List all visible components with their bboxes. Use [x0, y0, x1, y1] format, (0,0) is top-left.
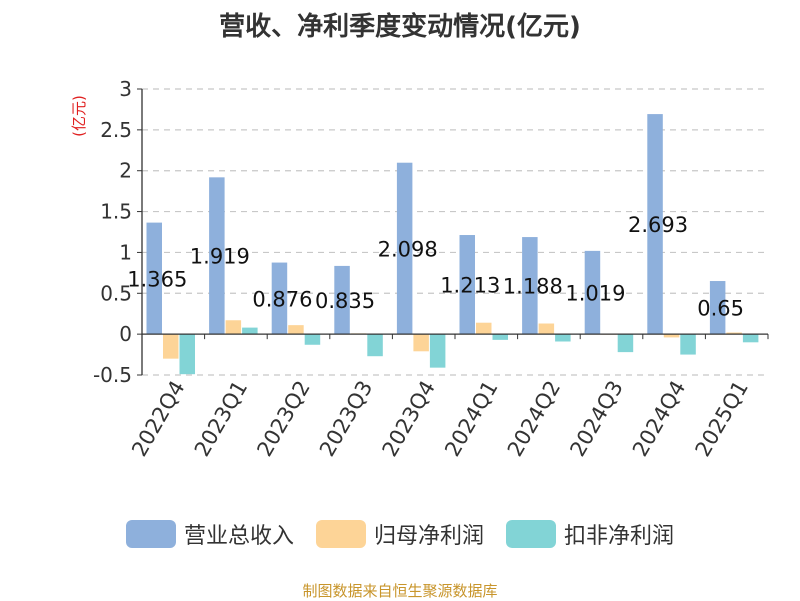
bar-2023Q3-series-2	[367, 334, 383, 357]
bar-2023Q2-series-1	[288, 325, 304, 335]
y-tick-label: -0.5	[93, 363, 132, 387]
x-tick-label: 2024Q3	[565, 377, 627, 461]
x-tick-label: 2025Q1	[691, 377, 753, 461]
bar-2024Q1-series-2	[492, 334, 508, 340]
legend-item-net-profit[interactable]: 归母净利润	[315, 518, 484, 550]
bar-2025Q1-series-1	[726, 332, 742, 335]
legend-label-non-gaap-profit: 扣非净利润	[564, 524, 675, 549]
x-tick-label: 2023Q1	[190, 377, 252, 461]
data-label-revenue: 1.213	[440, 274, 500, 298]
y-tick-label: 2	[119, 159, 132, 183]
x-tick-label: 2023Q3	[315, 377, 377, 461]
bar-2025Q1-series-2	[742, 334, 759, 343]
bar-2024Q1-series-0	[459, 235, 475, 335]
bar-2023Q1-series-0	[209, 177, 225, 335]
x-tick-label: 2024Q4	[628, 377, 690, 461]
legend-label-net-profit: 归母净利润	[373, 524, 484, 549]
bar-2023Q2-series-0	[271, 262, 288, 335]
data-label-revenue: 1.365	[127, 267, 187, 291]
bar-2023Q4-series-2	[429, 334, 446, 368]
data-label-revenue: 1.019	[565, 282, 625, 306]
x-tick-label: 2023Q2	[252, 377, 314, 461]
data-label-revenue: 2.098	[378, 237, 438, 261]
bar-2022Q4-series-2	[179, 334, 195, 375]
x-tick-label: 2024Q2	[503, 377, 565, 461]
bar-2023Q1-series-1	[225, 320, 242, 335]
y-tick-label: 2.5	[100, 118, 132, 142]
bar-2024Q4-series-0	[647, 114, 663, 335]
bar-2024Q2-series-2	[555, 334, 571, 342]
y-axis-unit-label: (亿元)	[70, 95, 88, 137]
bar-2024Q4-series-2	[680, 334, 696, 355]
bar-2023Q1-series-2	[242, 327, 258, 335]
bar-2023Q4-series-1	[413, 334, 429, 352]
legend-label-revenue: 营业总收入	[183, 524, 294, 549]
x-tick-label: 2024Q1	[440, 377, 502, 461]
y-tick-label: 0	[119, 322, 132, 346]
x-tick-label: 2023Q4	[378, 377, 440, 461]
bar-2025Q1-series-0	[709, 281, 726, 335]
data-label-revenue: 1.188	[503, 275, 563, 299]
bar-2024Q3-series-2	[617, 334, 634, 353]
legend-item-non-gaap-profit[interactable]: 扣非净利润	[506, 518, 674, 550]
y-tick-label: 3	[119, 77, 132, 101]
bar-2023Q2-series-2	[304, 334, 321, 345]
gridlines	[142, 88, 768, 376]
bar-2024Q2-series-0	[522, 237, 538, 335]
bar-2024Q4-series-1	[663, 334, 680, 338]
bar-2022Q4-series-1	[163, 334, 179, 359]
bars	[146, 114, 759, 375]
y-tick-label: 1.5	[100, 200, 132, 224]
chart-title: 营收、净利季度变动情况(亿元)	[219, 12, 581, 42]
legend-item-revenue[interactable]: 营业总收入	[125, 518, 294, 550]
y-tick-label: 1	[119, 240, 132, 264]
data-label-revenue: 1.919	[190, 245, 250, 269]
data-label-revenue: 0.65	[697, 297, 744, 321]
source-note: 制图数据来自恒生聚源数据库	[302, 582, 498, 600]
legend-swatch-revenue	[125, 520, 176, 548]
y-tick-label: 0.5	[100, 281, 132, 305]
bar-2024Q1-series-1	[476, 322, 492, 335]
bar-2023Q4-series-0	[396, 162, 413, 335]
bar-2023Q3-series-0	[334, 265, 350, 335]
data-label-revenue: 2.693	[628, 213, 688, 237]
bar-2024Q2-series-1	[538, 323, 555, 335]
x-tick-label: 2022Q4	[127, 377, 189, 461]
data-label-revenue: 0.876	[252, 287, 312, 311]
legend-swatch-net-profit	[315, 520, 366, 548]
data-label-revenue: 0.835	[315, 289, 375, 313]
bar-2024Q3-series-0	[584, 250, 601, 335]
legend: 营业总收入 归母净利润 扣非净利润	[0, 518, 800, 550]
bar-2022Q4-series-0	[146, 222, 162, 335]
legend-swatch-non-gaap-profit	[506, 520, 556, 548]
